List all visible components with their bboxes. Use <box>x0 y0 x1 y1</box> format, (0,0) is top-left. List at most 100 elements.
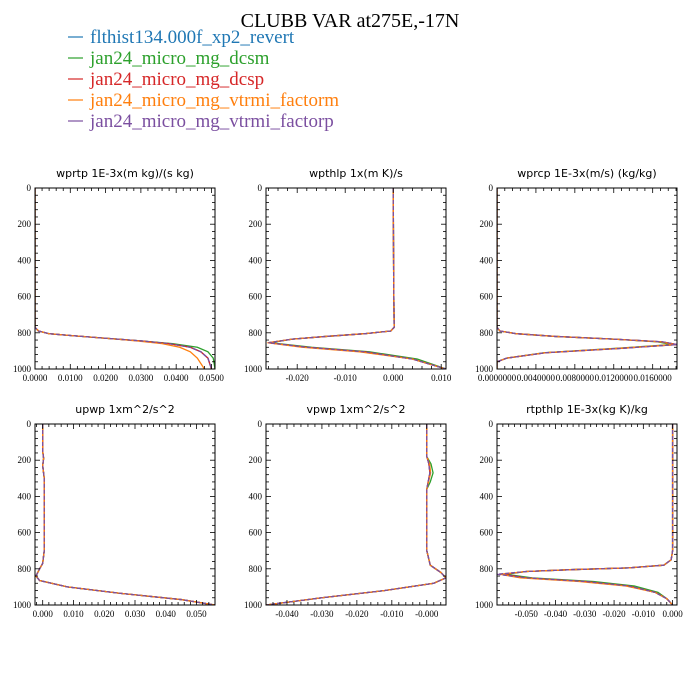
chart-panel: wprtp 1E-3x(m kg)/(s kg) 0 200 400 600 800 100… <box>13 167 224 383</box>
legend-entry: jan24_micro_mg_vtrmi_factorm <box>68 90 339 111</box>
series-line <box>266 424 446 605</box>
chart-panel: rtpthlp 1E-3x(kg K)/kg 0 200 400 600 800 1000 -… <box>475 403 683 619</box>
series-line <box>497 188 673 369</box>
x-tick-label: 0.0080000 <box>556 373 595 383</box>
legend-label: jan24_micro_mg_vtrmi_factorm <box>89 90 339 111</box>
x-tick-label: 0.000 <box>383 373 404 383</box>
series-line <box>266 424 446 605</box>
x-tick-label: 0.0040000 <box>517 373 556 383</box>
plot-frame <box>34 187 216 370</box>
panel-title: wpthlp 1x(m K)/s <box>309 167 403 180</box>
series-line <box>35 424 215 605</box>
x-tick-label: -0.010 <box>334 373 358 383</box>
y-tick-label: 0 <box>258 183 263 193</box>
series-line <box>35 424 215 605</box>
x-tick-label: 0.010 <box>431 373 452 383</box>
x-tick-label: 0.040 <box>156 609 177 619</box>
y-tick-label: 1000 <box>475 364 494 374</box>
y-tick-label: 800 <box>18 564 32 574</box>
plot-frame <box>265 423 447 606</box>
y-tick-label: 200 <box>249 455 263 465</box>
x-tick-label: 0.0000 <box>23 373 48 383</box>
x-tick-label: -0.010 <box>632 609 656 619</box>
legend-entry: jan24_micro_mg_dcsm <box>68 48 270 69</box>
chart-panel: vpwp 1xm^2/s^2 0 200 400 600 800 1000 -0.040 -0.… <box>244 403 447 619</box>
series-line <box>35 188 215 369</box>
x-tick-label: 0.030 <box>125 609 146 619</box>
x-tick-label: 0.0100 <box>58 373 83 383</box>
chart-panel: wpthlp 1x(m K)/s 0 200 400 600 800 1000 -0.020 -… <box>244 167 452 383</box>
y-tick-label: 400 <box>18 491 32 501</box>
legend-label: jan24_micro_mg_dcsm <box>89 48 270 69</box>
y-tick-label: 0 <box>27 183 32 193</box>
x-tick-label: -0.040 <box>544 609 568 619</box>
panel-title: wprtp 1E-3x(m kg)/(s kg) <box>56 167 194 180</box>
legend-entry: jan24_micro_mg_vtrmi_factorp <box>68 111 334 132</box>
x-tick-label: -0.030 <box>573 609 597 619</box>
y-tick-label: 800 <box>480 564 494 574</box>
plot-frame <box>265 187 447 370</box>
panels: wprtp 1E-3x(m kg)/(s kg) 0 200 400 600 800 100… <box>13 167 683 619</box>
series-line <box>268 188 446 369</box>
y-tick-label: 200 <box>480 455 494 465</box>
series-line <box>35 424 215 605</box>
x-tick-label: -0.010 <box>380 609 404 619</box>
series-line <box>35 188 205 369</box>
x-tick-label: 0.0400 <box>164 373 189 383</box>
chart-panel: wprcp 1E-3x(m/s) (kg/kg) 0 200 400 600 800 100… <box>475 167 678 383</box>
series-line <box>35 188 213 369</box>
legend-label: jan24_micro_mg_vtrmi_factorp <box>89 111 334 132</box>
x-tick-label: -0.020 <box>345 609 369 619</box>
x-tick-label: 0.020 <box>94 609 115 619</box>
y-tick-label: 800 <box>18 328 32 338</box>
legend-entry: jan24_micro_mg_dcsp <box>68 69 264 90</box>
plot-frame <box>496 423 678 606</box>
series-line <box>270 188 446 369</box>
y-tick-label: 600 <box>18 292 32 302</box>
series-line <box>268 188 446 369</box>
x-tick-label: 0.010 <box>63 609 84 619</box>
x-tick-label: 0.0300 <box>129 373 154 383</box>
series-line <box>35 188 213 369</box>
series-line <box>35 424 215 605</box>
x-tick-label: 0.0160000 <box>634 373 673 383</box>
y-tick-label: 600 <box>249 528 263 538</box>
series-line <box>499 424 674 605</box>
x-tick-label: -0.050 <box>515 609 539 619</box>
x-tick-label: -0.030 <box>310 609 334 619</box>
y-tick-label: 0 <box>258 419 263 429</box>
x-tick-label: -0.040 <box>275 609 299 619</box>
x-tick-label: -0.020 <box>286 373 310 383</box>
y-tick-label: 800 <box>249 328 263 338</box>
y-tick-label: 400 <box>480 255 494 265</box>
panel-title: wprcp 1E-3x(m/s) (kg/kg) <box>517 167 656 180</box>
y-tick-label: 400 <box>249 255 263 265</box>
x-tick-label: 0.000 <box>33 609 54 619</box>
figure-title: CLUBB VAR at275E,-17N <box>241 10 460 32</box>
x-tick-label: 0.0000000 <box>478 373 517 383</box>
x-tick-label: 0.0500 <box>199 373 224 383</box>
y-tick-label: 200 <box>480 219 494 229</box>
plot-frame <box>34 423 216 606</box>
y-tick-label: 1000 <box>244 364 263 374</box>
plot-frame <box>496 187 678 370</box>
series-line <box>268 188 446 369</box>
series-line <box>35 188 213 369</box>
legend-label: flthist134.000f_xp2_revert <box>90 27 295 48</box>
y-tick-label: 600 <box>18 528 32 538</box>
y-tick-label: 1000 <box>475 600 494 610</box>
x-tick-label: -0.000 <box>415 609 439 619</box>
series-line <box>267 188 446 369</box>
y-tick-label: 400 <box>249 491 263 501</box>
panel-title: vpwp 1xm^2/s^2 <box>306 403 405 416</box>
series-line <box>35 424 215 605</box>
y-tick-label: 200 <box>249 219 263 229</box>
y-tick-label: 800 <box>249 564 263 574</box>
y-tick-label: 600 <box>480 528 494 538</box>
x-tick-label: 0.050 <box>186 609 207 619</box>
y-tick-label: 600 <box>480 292 494 302</box>
legend-label: jan24_micro_mg_dcsp <box>89 69 264 90</box>
legend: flthist134.000f_xp2_revertjan24_micro_mg… <box>68 27 339 132</box>
